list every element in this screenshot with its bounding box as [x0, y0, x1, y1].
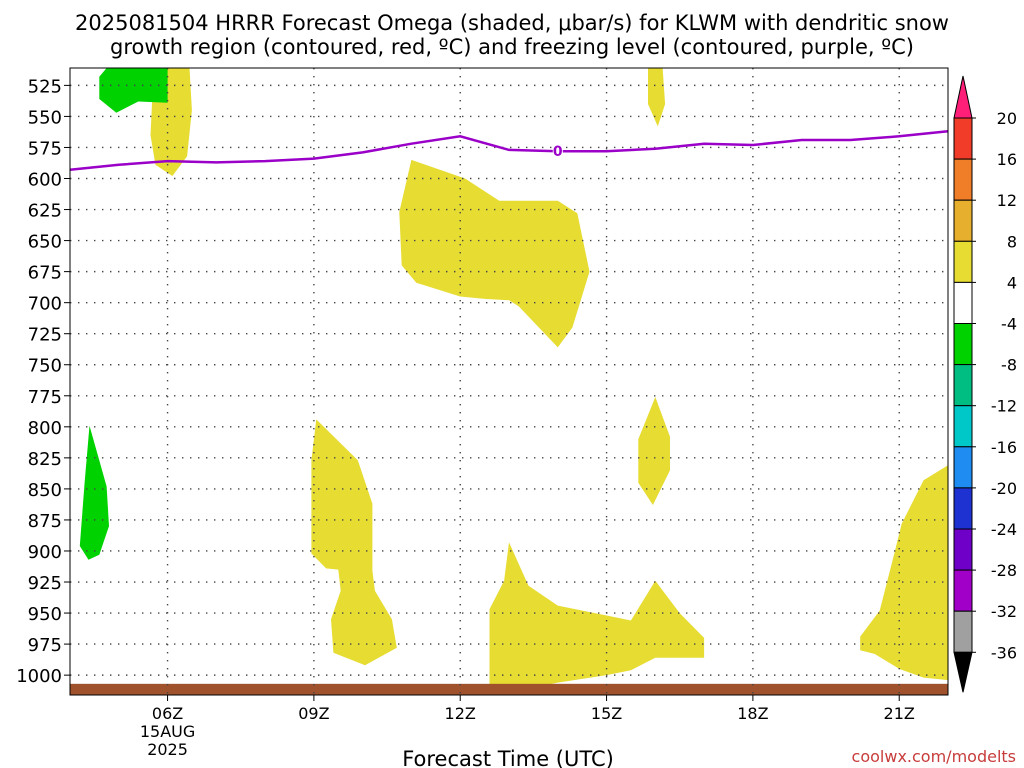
omega-shading-layer	[79, 68, 948, 695]
colorbar-label: -36	[991, 643, 1017, 662]
colorbar-label: 20	[997, 109, 1017, 128]
surface-terrain	[70, 683, 948, 695]
y-tick-label: 575	[28, 138, 62, 159]
colorbar-label: -8	[1001, 356, 1017, 375]
colorbar-segment	[953, 487, 973, 530]
y-tick-label: 975	[28, 635, 62, 656]
y-tick-label: 800	[28, 418, 62, 439]
y-tick-label: 775	[28, 387, 62, 408]
y-tick-label: 900	[28, 542, 62, 563]
surface-terrain-layer	[70, 683, 948, 695]
colorbar-segment	[953, 528, 973, 571]
y-tick-label: 675	[28, 263, 62, 284]
colorbar-label: -16	[991, 438, 1017, 457]
x-tick-label: 06Z	[152, 704, 183, 723]
omega-region-3	[399, 159, 590, 348]
x-date-label: 15AUG	[140, 722, 195, 741]
colorbar-label: -24	[991, 520, 1017, 539]
omega-region-2	[648, 68, 666, 127]
colorbar-segment	[953, 446, 973, 489]
colorbar-segment	[953, 405, 973, 448]
freezing-level-label-bg	[552, 143, 563, 160]
freezing-level-line	[69, 130, 949, 172]
y-tick-label: 850	[28, 480, 62, 501]
colorbar-segment	[953, 158, 973, 201]
omega-colorbar: 20 16 12 8 4 -4 -8 -12 -16 -20 -24 -28 -32 -36	[953, 75, 1017, 693]
x-tick-label: 09Z	[298, 704, 329, 723]
colorbar-label: -32	[991, 602, 1017, 621]
colorbar-segment	[953, 610, 973, 653]
omega-region-7	[860, 465, 948, 681]
colorbar-label: 12	[997, 191, 1017, 210]
omega-region-4	[311, 419, 397, 666]
y-tick-label: 625	[28, 201, 62, 222]
colorbar-bottom-arrow	[953, 651, 973, 693]
y-tick-label: 650	[28, 232, 62, 253]
x-tick-label: 15Z	[591, 704, 622, 723]
freezing-level-label: 0	[553, 144, 563, 160]
x-axis-title: Forecast Time (UTC)	[402, 747, 614, 768]
omega-region-5	[638, 397, 670, 505]
omega-region-8	[99, 68, 168, 113]
y-tick-label: 725	[28, 325, 62, 346]
colorbar-label: 16	[997, 150, 1017, 169]
x-year-label: 2025	[147, 740, 188, 759]
plot-frame	[69, 67, 949, 696]
colorbar-segment	[953, 117, 973, 160]
colorbar-label: -12	[991, 397, 1017, 416]
colorbar-label: -20	[991, 479, 1017, 498]
y-tick-label: 700	[28, 294, 62, 315]
freezing-level-layer: 0	[69, 130, 949, 172]
colorbar-segment	[953, 281, 973, 324]
y-tick-label: 525	[28, 76, 62, 97]
y-axis: 525 550 575 600 625 650 675 700 725 750 775 800 825 8…	[16, 76, 70, 687]
colorbar-segment	[953, 199, 973, 242]
colorbar-top-arrow	[953, 75, 973, 119]
y-tick-label: 550	[28, 107, 62, 128]
grid-layer	[70, 68, 948, 695]
y-tick-label: 750	[28, 356, 62, 377]
colorbar-segment	[953, 323, 973, 366]
credit-text: coolwx.com/modelts	[852, 747, 1016, 766]
chart-title-line2: growth region (contoured, red, ºC) and f…	[110, 35, 914, 59]
y-tick-label: 1000	[16, 666, 62, 687]
colorbar-segment	[953, 240, 973, 283]
y-tick-label: 950	[28, 604, 62, 625]
y-tick-label: 875	[28, 511, 62, 532]
plot-area: 0	[69, 67, 949, 696]
colorbar-segment	[953, 364, 973, 407]
x-tick-label: 18Z	[737, 704, 768, 723]
x-tick-label: 21Z	[884, 704, 915, 723]
omega-region-6	[489, 542, 705, 695]
y-tick-label: 825	[28, 449, 62, 470]
colorbar-label: -28	[991, 561, 1017, 580]
y-tick-label: 600	[28, 170, 62, 191]
colorbar-label: 4	[1007, 273, 1017, 292]
colorbar-label: -4	[1001, 315, 1017, 334]
y-tick-label: 925	[28, 573, 62, 594]
x-tick-label: 12Z	[445, 704, 476, 723]
omega-region-9	[79, 425, 109, 560]
colorbar-segment	[953, 569, 973, 612]
colorbar-label: 8	[1007, 232, 1017, 251]
chart-title-line1: 2025081504 HRRR Forecast Omega (shaded, …	[75, 11, 949, 35]
